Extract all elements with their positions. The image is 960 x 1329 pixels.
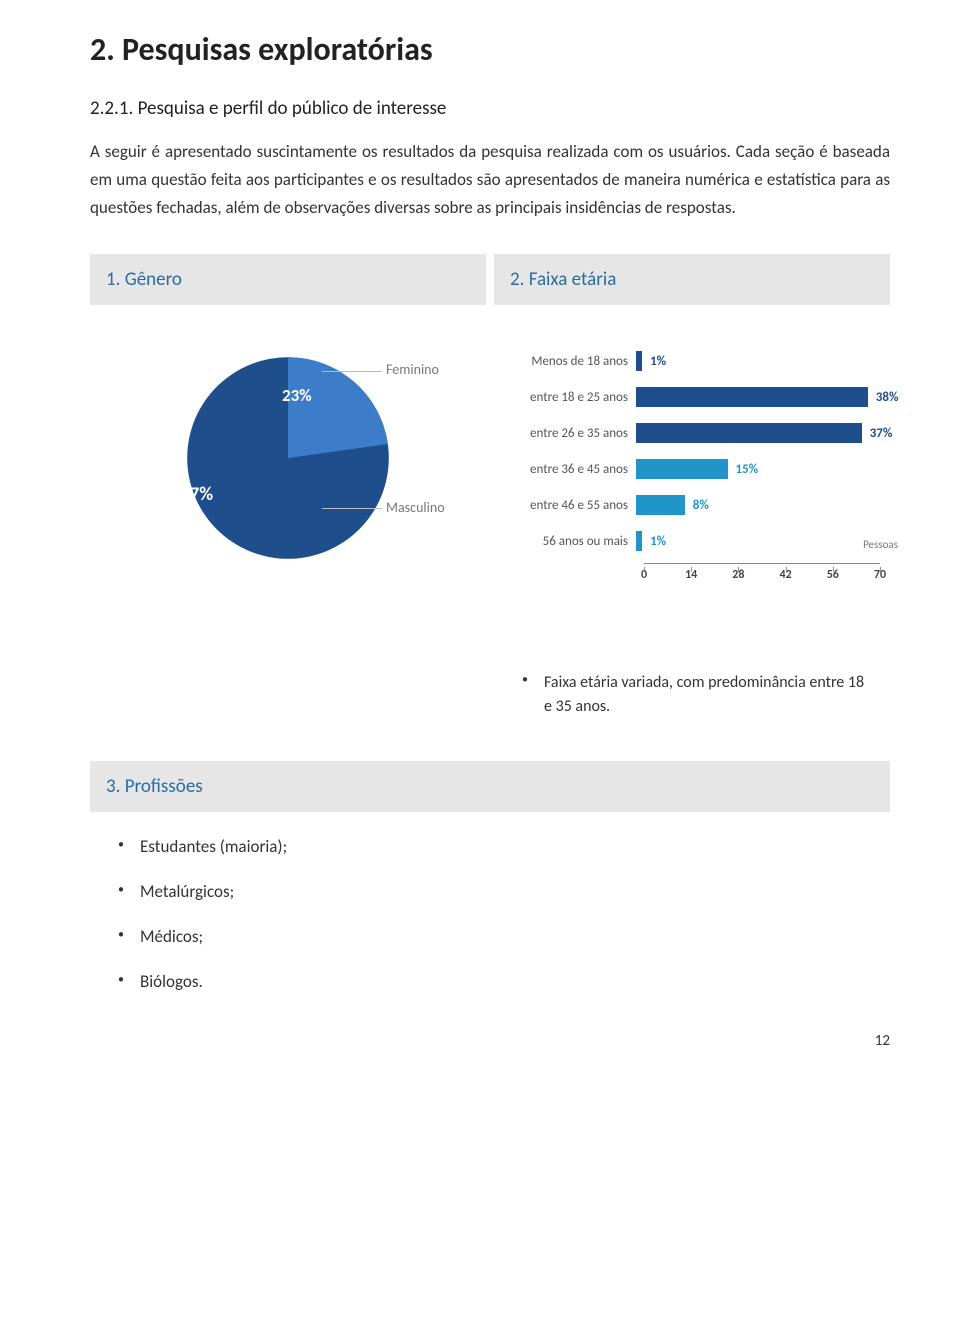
section-subheading: 2.2.1. Pesquisa e perfil do público de i… <box>90 97 890 120</box>
bar-value-label: 37% <box>866 426 893 441</box>
pie-leader-line <box>322 371 382 372</box>
bar-chart: Menos de 18 anos1%entre 18 e 25 anos38%e… <box>494 323 890 633</box>
pie-leader-line <box>322 508 382 509</box>
bar-category-label: entre 36 e 45 anos <box>504 462 636 477</box>
bar-category-label: 56 anos ou mais <box>504 534 636 549</box>
bar-value-label: 15% <box>732 462 759 477</box>
intro-paragraph: A seguir é apresentado suscintamente os … <box>90 138 890 222</box>
bar-axis-tick: 42 <box>780 568 792 582</box>
bar-category-label: entre 26 e 35 anos <box>504 426 636 441</box>
bar-track: 1% <box>636 531 880 551</box>
bar-track: 38% <box>636 387 880 407</box>
bar-category-label: Menos de 18 anos <box>504 354 636 369</box>
bar-track: 37% <box>636 423 880 443</box>
bar-row: Menos de 18 anos 1% <box>504 347 880 375</box>
bar-axis-tick: 0 <box>641 568 647 582</box>
page-number: 12 <box>90 1032 890 1050</box>
bar-row: 56 anos ou mais 1% <box>504 527 880 555</box>
observation-row: Faixa etária variada, com predominância … <box>90 661 890 733</box>
bar-track: 15% <box>636 459 880 479</box>
pie-chart: Feminino Masculino 23% 77% <box>90 323 486 603</box>
pie-label-feminino: Feminino <box>386 361 439 378</box>
bar-row: entre 36 e 45 anos 15% <box>504 455 880 483</box>
card-header-faixa: 2. Faixa etária <box>494 254 890 305</box>
bar-category-label: entre 46 e 55 anos <box>504 498 636 513</box>
bar-fill <box>636 531 642 551</box>
pie-chart-cell: Feminino Masculino 23% 77% <box>90 313 486 653</box>
observation-empty <box>90 661 486 733</box>
bar-row: entre 18 e 25 anos38% <box>504 383 880 411</box>
bar-value-label: 1% <box>646 534 666 549</box>
bar-axis: 01428425670 Pessoas <box>644 563 880 593</box>
bar-fill <box>636 387 868 407</box>
card-header-genero: 1. Gênero <box>90 254 486 305</box>
observation-text: Faixa etária variada, com predominância … <box>514 671 870 719</box>
bar-value-label: 38% <box>872 390 899 405</box>
observation-cell: Faixa etária variada, com predominância … <box>494 661 890 733</box>
bar-fill <box>636 459 728 479</box>
bar-track: 1% <box>636 351 880 371</box>
bar-fill <box>636 351 642 371</box>
bar-category-label: entre 18 e 25 anos <box>504 390 636 405</box>
bar-axis-label: Pessoas <box>863 538 898 551</box>
bar-value-label: 1% <box>646 354 666 369</box>
bar-row: entre 46 e 55 anos 8% <box>504 491 880 519</box>
card-headers-row: 1. Gênero 2. Faixa etária <box>90 254 890 305</box>
professions-list: Estudantes (maioria); Metalúrgicos; Médico… <box>90 836 890 992</box>
bar-fill <box>636 423 862 443</box>
bar-axis-tick: 56 <box>827 568 839 582</box>
charts-row: Feminino Masculino 23% 77% Menos de 18 a… <box>90 313 890 653</box>
profession-item: Estudantes (maioria); <box>110 836 890 857</box>
bar-axis-tick: 14 <box>685 568 697 582</box>
pie-label-masculino: Masculino <box>386 499 445 516</box>
pie-pct-77: 77% <box>180 483 213 506</box>
profession-item: Médicos; <box>110 926 890 947</box>
bar-axis-tick: 70 <box>874 568 886 582</box>
profession-item: Metalúrgicos; <box>110 881 890 902</box>
bar-axis-tick: 28 <box>732 568 744 582</box>
bar-chart-cell: Menos de 18 anos1%entre 18 e 25 anos38%e… <box>494 313 890 653</box>
bar-track: 8% <box>636 495 880 515</box>
profession-item: Biólogos. <box>110 971 890 992</box>
bar-fill <box>636 495 685 515</box>
bar-row: entre 26 e 35 anos37% <box>504 419 880 447</box>
page-heading: 2. Pesquisas exploratórias <box>90 30 890 69</box>
bar-value-label: 8% <box>689 498 709 513</box>
section-header-profissoes: 3. Profissões <box>90 761 890 812</box>
pie-pct-23: 23% <box>282 385 312 406</box>
